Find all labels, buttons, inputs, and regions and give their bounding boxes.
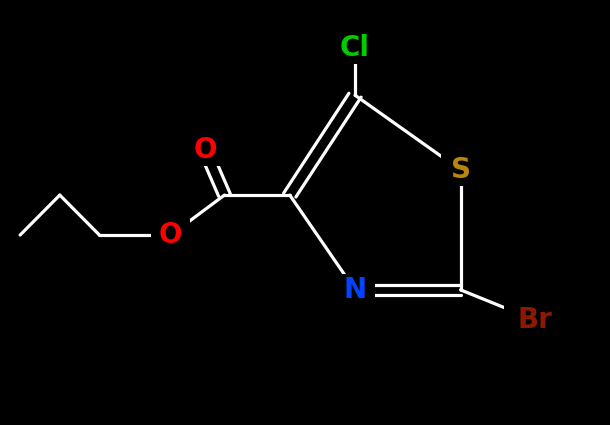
Bar bbox=[336, 274, 375, 306]
Text: S: S bbox=[451, 156, 470, 184]
Bar bbox=[441, 154, 480, 186]
Bar bbox=[504, 304, 566, 336]
Bar bbox=[324, 32, 386, 64]
Text: O: O bbox=[193, 136, 217, 164]
Text: Cl: Cl bbox=[340, 34, 370, 62]
Text: O: O bbox=[159, 221, 182, 249]
Bar bbox=[151, 219, 190, 251]
Text: Br: Br bbox=[517, 306, 553, 334]
Bar bbox=[185, 134, 224, 166]
Text: N: N bbox=[343, 276, 367, 304]
